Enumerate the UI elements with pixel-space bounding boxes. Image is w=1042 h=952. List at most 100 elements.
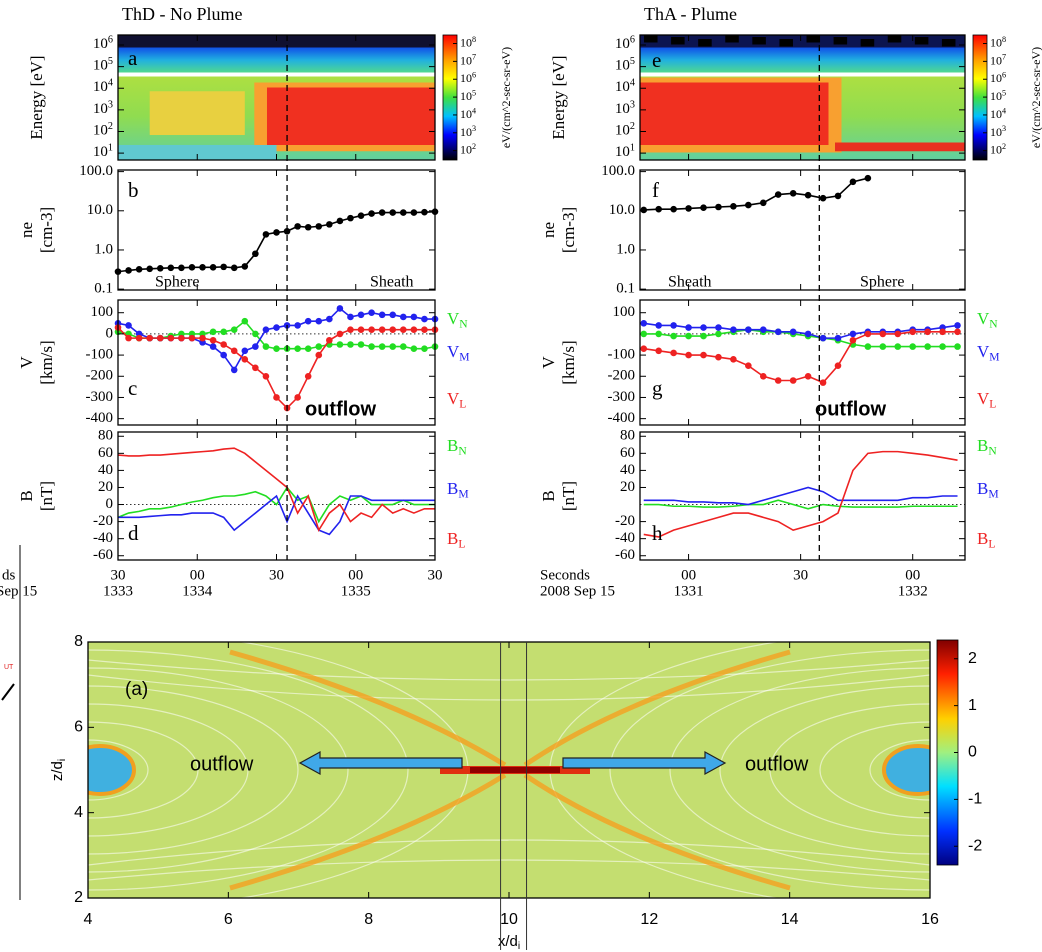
- panel-label: g: [652, 376, 663, 400]
- data-point: [378, 326, 386, 333]
- data-point: [774, 328, 782, 336]
- y-tick-label: 10.0: [87, 202, 113, 218]
- panel-title: ThD - No Plume: [122, 4, 243, 24]
- data-point: [357, 326, 365, 333]
- colorbar-tick-label: -2: [968, 837, 982, 854]
- spectrogram-cell: [914, 37, 929, 45]
- y-tick-label: -60: [93, 547, 113, 563]
- colorbar-tick-label: 0: [968, 744, 977, 761]
- data-point: [804, 372, 812, 380]
- data-point: [378, 209, 386, 216]
- data-point: [421, 326, 428, 333]
- y-tick-label: 103: [93, 100, 113, 118]
- legend-label: VM: [977, 342, 1000, 363]
- spectrogram-image: [640, 35, 965, 160]
- data-point: [304, 317, 312, 325]
- y-tick-label: 1.0: [94, 241, 113, 257]
- data-point: [939, 328, 946, 336]
- data-point: [819, 334, 827, 342]
- panel-label: b: [128, 178, 139, 202]
- data-point: [135, 334, 143, 342]
- data-point: [410, 313, 418, 321]
- data-point: [640, 206, 648, 214]
- data-point: [864, 343, 872, 350]
- data-point: [700, 351, 707, 359]
- y-tick-label: 4: [74, 804, 83, 821]
- data-point: [700, 332, 707, 340]
- data-point: [336, 341, 344, 348]
- data-point: [834, 362, 842, 369]
- data-point: [220, 263, 227, 271]
- data-point: [685, 205, 692, 212]
- colorbar-tick-label: 106: [990, 70, 1006, 85]
- data-point: [252, 250, 259, 258]
- y-tick-label: -300: [608, 389, 636, 405]
- series-line: [118, 494, 435, 536]
- annotation: Sheath: [370, 274, 414, 291]
- y-tick-label: -20: [615, 513, 635, 529]
- data-point: [357, 311, 365, 319]
- data-point: [670, 332, 677, 340]
- annotation: outflow: [190, 753, 254, 775]
- data-point: [640, 330, 648, 338]
- panel-label: f: [652, 178, 659, 202]
- spectrogram-cell: [266, 87, 435, 145]
- x-tick-label: 30: [428, 567, 443, 583]
- legend-label: VM: [447, 342, 470, 363]
- data-point: [804, 191, 812, 199]
- y-tick-label: -60: [615, 547, 635, 563]
- data-point: [135, 266, 143, 273]
- spectrogram-cell: [118, 47, 435, 73]
- colorbar-tick-label: 103: [990, 124, 1006, 139]
- data-point: [849, 336, 857, 344]
- y-tick-label: 106: [615, 35, 635, 53]
- colorbar-tick-label: 108: [990, 35, 1006, 50]
- spectrogram-cell: [887, 35, 902, 43]
- y-tick-label: 103: [615, 100, 635, 118]
- data-point: [156, 265, 164, 272]
- data-point: [209, 328, 217, 336]
- data-point: [655, 330, 662, 338]
- data-point: [273, 394, 280, 401]
- data-point: [730, 356, 737, 363]
- panel-label: e: [652, 48, 661, 72]
- legend-label: BL: [977, 529, 995, 550]
- y-axis-label: Energy [eV]: [27, 55, 46, 139]
- x-tick-label: 1334: [182, 583, 213, 599]
- data-point: [368, 309, 375, 317]
- data-point: [909, 328, 917, 336]
- data-point: [294, 223, 301, 230]
- data-point: [315, 223, 323, 230]
- x-tick-label: 16: [921, 911, 939, 928]
- data-point: [252, 343, 259, 350]
- y-tick-label: 40: [620, 462, 635, 478]
- fragment-text: ds: [2, 567, 16, 583]
- colorbar-tick-label: 107: [460, 53, 476, 68]
- data-point: [315, 317, 323, 325]
- data-point: [167, 334, 175, 342]
- plot-frame: [639, 169, 966, 291]
- arrow: [298, 750, 463, 776]
- data-point: [745, 201, 752, 209]
- annotation: outflow: [745, 753, 809, 775]
- data-point: [849, 178, 857, 186]
- colorbar-tick-label: 105: [990, 88, 1006, 103]
- x-tick-label: 00: [348, 567, 363, 583]
- y-axis-label: [nT]: [559, 481, 578, 511]
- spectrogram-cell: [835, 142, 965, 152]
- data-point: [700, 204, 707, 211]
- x-tick-label: 10: [500, 911, 518, 928]
- panel-title: ThA - Plume: [644, 4, 737, 24]
- y-tick-label: 104: [93, 78, 113, 96]
- data-point: [715, 324, 722, 331]
- y-axis-label: B: [539, 490, 558, 501]
- series-line: [643, 177, 869, 211]
- x-axis-label: 2008 Sep 15: [540, 583, 615, 599]
- data-point: [357, 212, 365, 219]
- spectrogram-cell: [118, 145, 277, 160]
- data-point: [241, 356, 249, 363]
- y-tick-label: -400: [86, 410, 114, 426]
- colorbar-tick-label: 1: [968, 697, 977, 714]
- y-tick-label: -200: [608, 368, 636, 384]
- data-point: [252, 364, 259, 372]
